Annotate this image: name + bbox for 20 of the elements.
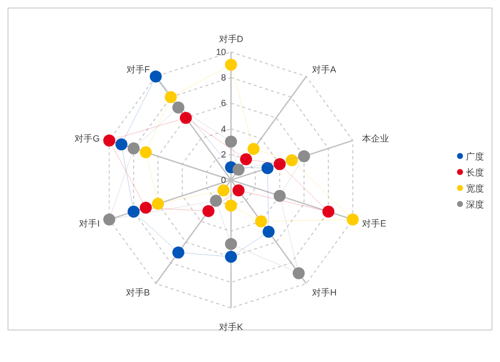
spoke-label: 对手I [79,218,100,229]
spoke-label: 对手H [312,288,337,298]
y-tick-label: 8 [220,72,226,83]
legend-label: 宽度 [466,184,484,194]
spoke-label: 本企业 [362,133,390,144]
legend-label: 长度 [466,168,484,178]
spoke-label: 对手F [126,64,150,74]
y-tick-label: 10 [216,47,226,57]
y-tick-label: 6 [220,98,226,108]
y-tick-label: 2 [220,149,226,160]
spoke-label: 对手B [126,288,150,298]
spoke-label: 对手E [362,218,386,229]
spoke-label: 对手K [218,322,244,332]
spoke-label: 对手A [312,64,336,74]
legend-label: 深度 [466,200,484,210]
spoke-label: 对手G [74,133,100,144]
legend-label: 广度 [466,152,484,162]
y-tick-label: 0 [220,175,226,185]
spoke-label: 对手D [218,34,244,44]
y-tick-label: 4 [220,124,226,134]
